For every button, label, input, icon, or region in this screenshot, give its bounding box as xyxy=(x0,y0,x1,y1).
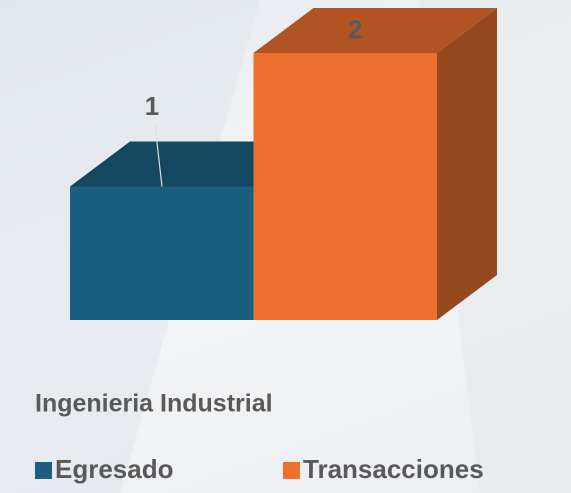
leader-line xyxy=(154,124,163,187)
legend-swatch xyxy=(35,462,52,479)
bar xyxy=(253,8,497,320)
data-label: 1 xyxy=(145,91,159,121)
legend-label: Egresado xyxy=(55,454,174,484)
category-label: Ingenieria Industrial xyxy=(35,390,273,418)
bar-front xyxy=(253,53,437,320)
legend-swatch xyxy=(283,462,300,479)
bar-side xyxy=(437,8,497,320)
bar-top xyxy=(70,141,314,187)
bar-front xyxy=(70,186,254,320)
data-label: 2 xyxy=(348,14,362,44)
legend-label: Transacciones xyxy=(303,454,484,484)
bar-top xyxy=(253,8,497,53)
